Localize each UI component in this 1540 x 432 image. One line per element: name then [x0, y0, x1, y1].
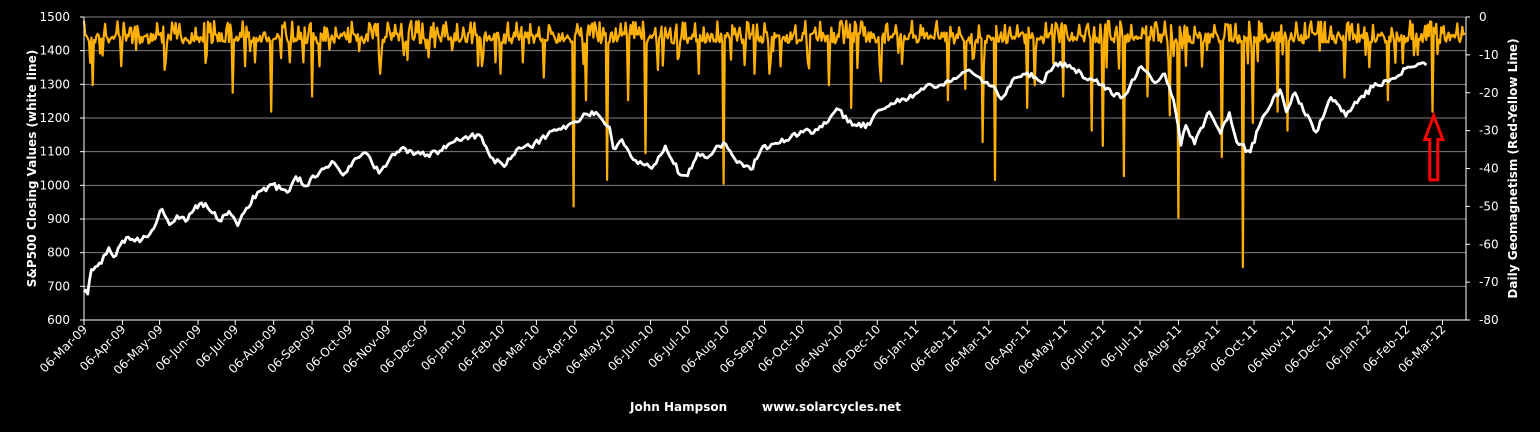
credit-author: John Hampson: [629, 400, 727, 414]
y-axis-left-title: S&P500 Closing Values (white line): [25, 50, 39, 287]
gridlines: [84, 16, 1466, 321]
y-left-tick-label: 1400: [39, 44, 70, 58]
y-left-tick-label: 1500: [39, 10, 70, 24]
credit-site: www.solarcycles.net: [762, 400, 901, 414]
y-right-tick-label: -80: [1479, 313, 1499, 327]
y-right-tick-label: -40: [1479, 162, 1499, 176]
y-right-tick-label: -20: [1479, 86, 1499, 100]
y-right-tick-label: -30: [1479, 124, 1499, 138]
y-right-tick-label: -10: [1479, 48, 1499, 62]
y-right-tick-label: 0: [1479, 10, 1487, 24]
geomagnetism-line: [82, 19, 1466, 269]
sp500-line: [82, 61, 1428, 296]
y-left-tick-label: 900: [47, 212, 70, 226]
y-left-tick-label: 1000: [39, 178, 70, 192]
y-left-tick-label: 1300: [39, 77, 70, 91]
y-right-tick-label: -60: [1479, 237, 1499, 251]
y-left-tick-label: 700: [47, 279, 70, 293]
y-left-tick-label: 600: [47, 313, 70, 327]
y-right-tick-label: -50: [1479, 199, 1499, 213]
y-right-tick-label: -70: [1479, 275, 1499, 289]
y-left-tick-label: 1100: [39, 145, 70, 159]
right-axis-ticks: 0 -10 -20 -30 -40 -50 -60 -70 -80: [1466, 10, 1499, 327]
y-axis-right-title: Daily Geomagnetism (Red-Yellow Line): [1506, 38, 1520, 298]
red-arrow-annotation: [1422, 111, 1445, 182]
left-axis-ticks: 600 700 800 900 1000 1100 1200 1300 1400 1500: [39, 10, 84, 327]
y-left-tick-label: 800: [47, 246, 70, 260]
y-left-tick-label: 1200: [39, 111, 70, 125]
